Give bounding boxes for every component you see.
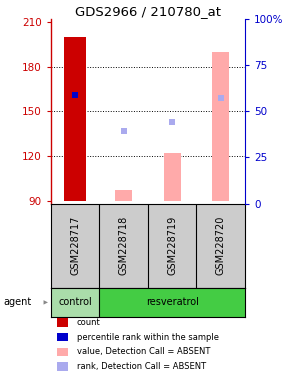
Point <box>170 119 175 125</box>
Text: percentile rank within the sample: percentile rank within the sample <box>77 333 219 342</box>
Bar <box>212 52 229 200</box>
Text: GSM228718: GSM228718 <box>119 216 128 275</box>
Point <box>73 92 77 98</box>
Text: GSM228719: GSM228719 <box>167 216 177 275</box>
Text: rank, Detection Call = ABSENT: rank, Detection Call = ABSENT <box>77 362 206 371</box>
Point <box>121 127 126 134</box>
Bar <box>99 288 245 317</box>
Text: GSM228720: GSM228720 <box>216 216 226 275</box>
Bar <box>51 288 99 317</box>
Text: GSM228717: GSM228717 <box>70 216 80 275</box>
Text: count: count <box>77 318 101 327</box>
Bar <box>64 37 86 200</box>
Text: agent: agent <box>3 297 31 308</box>
Title: GDS2966 / 210780_at: GDS2966 / 210780_at <box>75 5 221 18</box>
Point <box>218 95 223 101</box>
Text: value, Detection Call = ABSENT: value, Detection Call = ABSENT <box>77 347 210 356</box>
Bar <box>115 190 132 200</box>
Text: resveratrol: resveratrol <box>146 297 199 308</box>
Text: control: control <box>58 297 92 308</box>
Bar <box>164 153 181 200</box>
